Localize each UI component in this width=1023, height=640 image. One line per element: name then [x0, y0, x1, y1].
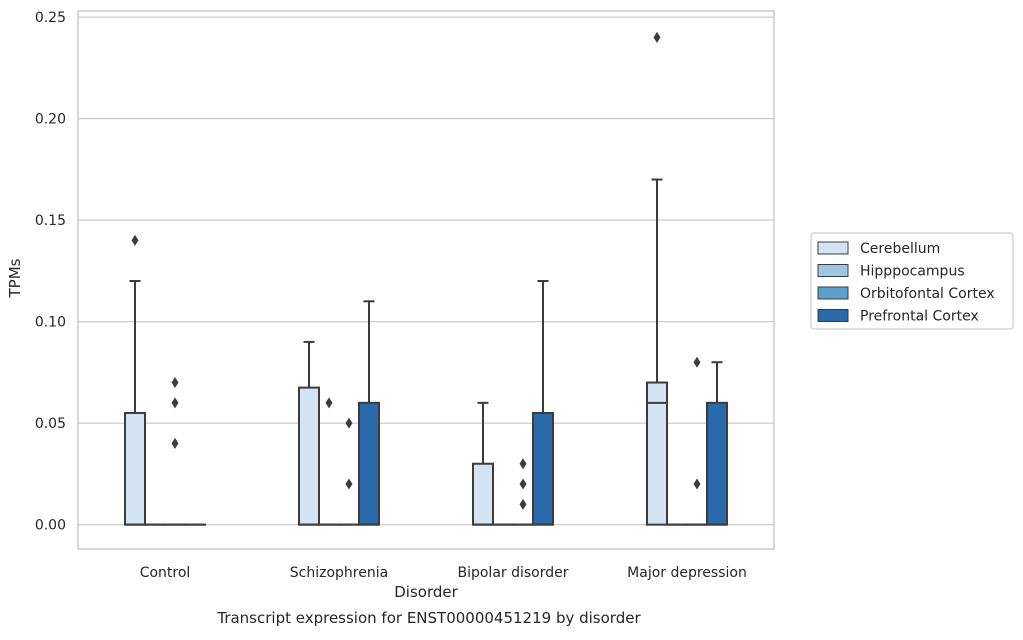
- y-axis-label: TPMs: [6, 258, 24, 298]
- chart-caption: Transcript expression for ENST0000045121…: [216, 609, 641, 627]
- legend-swatch: [818, 310, 848, 322]
- x-tick-label: Schizophrenia: [290, 565, 388, 581]
- legend-swatch: [818, 265, 848, 277]
- box-body: [473, 464, 493, 525]
- y-tick-label: 0.10: [35, 315, 66, 331]
- x-tick-label: Control: [140, 565, 191, 581]
- x-tick-label: Bipolar disorder: [457, 565, 568, 581]
- y-tick-label: 0.00: [35, 518, 66, 534]
- legend-label: Prefrontal Cortex: [860, 309, 979, 325]
- x-tick-label: Major depression: [627, 565, 747, 581]
- legend-swatch: [818, 287, 848, 299]
- box-body: [299, 388, 319, 525]
- y-tick-label: 0.15: [35, 213, 66, 229]
- y-tick-label: 0.05: [35, 416, 66, 432]
- box-body: [125, 413, 145, 525]
- box-body: [533, 413, 553, 525]
- y-tick-label: 0.20: [35, 112, 66, 128]
- x-axis-label: Disorder: [394, 583, 458, 601]
- box-body: [359, 403, 379, 525]
- legend-label: Cerebellum: [860, 241, 940, 257]
- legend-swatch: [818, 242, 848, 254]
- box-body: [647, 383, 667, 525]
- legend: Cerebellum Hipppocampus Orbitofontal Corte…: [811, 233, 1013, 329]
- box-body: [707, 403, 727, 525]
- legend-label: Hipppocampus: [860, 264, 965, 280]
- y-tick-label: 0.25: [35, 10, 66, 26]
- legend-label: Orbitofontal Cortex: [860, 286, 995, 302]
